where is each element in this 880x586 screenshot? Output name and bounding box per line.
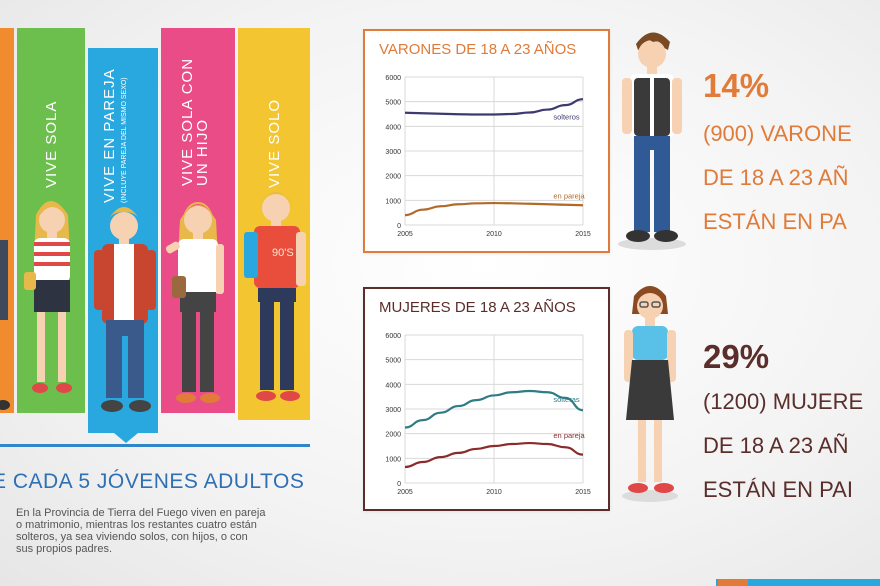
x-tick-label: 2010 bbox=[486, 489, 502, 496]
y-tick-label: 6000 bbox=[385, 333, 401, 340]
series-label: solteros bbox=[553, 113, 580, 122]
pareja-pointer bbox=[114, 433, 138, 443]
divider-line bbox=[0, 444, 310, 447]
series-line bbox=[404, 441, 584, 469]
y-tick-label: 5000 bbox=[385, 100, 401, 107]
y-tick-label: 5000 bbox=[385, 358, 401, 365]
x-tick-label: 2015 bbox=[575, 231, 591, 238]
y-tick-label: 0 bbox=[397, 223, 401, 230]
men-line-2: DE 18 A 23 AÑ bbox=[703, 165, 849, 190]
body-text: En la Provincia de Tierra del Fuego vive… bbox=[16, 507, 266, 555]
series-line bbox=[404, 201, 584, 217]
bar-label: VIVE SOLA CON UN HIJO bbox=[179, 57, 211, 186]
men-percent: 14% bbox=[703, 67, 770, 104]
y-tick-label: 2000 bbox=[385, 432, 401, 439]
bottom-badge bbox=[716, 579, 880, 586]
man-figure bbox=[618, 32, 686, 250]
people-illustration: 90'S bbox=[0, 192, 306, 412]
bar-label: VIVE SOLO bbox=[266, 98, 283, 188]
series-label: en pareja bbox=[553, 431, 585, 440]
x-tick-label: 2015 bbox=[575, 489, 591, 496]
women-description: (1200) MUJERE DE 18 A 23 AÑ ESTÁN EN PAI bbox=[703, 380, 863, 512]
person-vive-sola bbox=[24, 201, 72, 393]
person-vive-sola-con-un-hijo bbox=[165, 202, 224, 403]
series-line bbox=[404, 389, 584, 429]
y-tick-label: 1000 bbox=[385, 198, 401, 205]
chart-title: VARONES DE 18 A 23 AÑOS bbox=[379, 41, 577, 58]
person-vive-en-pareja bbox=[94, 207, 156, 412]
bar-label: VIVE SOLA bbox=[43, 100, 60, 188]
men-description: (900) VARONE DE 18 A 23 AÑ ESTÁN EN PA bbox=[703, 112, 852, 244]
y-tick-label: 0 bbox=[397, 481, 401, 488]
headline: E CADA 5 JÓVENES ADULTOS bbox=[0, 470, 305, 493]
men-line-3: ESTÁN EN PA bbox=[703, 209, 847, 234]
bottom-badge-accent bbox=[718, 579, 748, 586]
chart-panel-mujeres: MUJERES DE 18 A 23 AÑOS 0 1000 2000 3000 400… bbox=[363, 287, 610, 511]
chart-varones: 0 1000 2000 3000 4000 5000 6000 2005 2010 2015 sol… bbox=[385, 75, 591, 238]
y-tick-label: 3000 bbox=[385, 149, 401, 156]
series-label: en pareja bbox=[553, 191, 585, 200]
chart-panel-varones: VARONES DE 18 A 23 AÑOS 0 1000 2000 3000 400… bbox=[363, 29, 610, 253]
y-tick-label: 3000 bbox=[385, 407, 401, 414]
tshirt-text: 90'S bbox=[272, 247, 294, 259]
chart-mujeres: 0 1000 2000 3000 4000 5000 6000 2005 2010 2015 sol… bbox=[385, 333, 591, 496]
y-tick-label: 1000 bbox=[385, 456, 401, 463]
women-line-3: ESTÁN EN PAI bbox=[703, 477, 853, 502]
x-tick-label: 2010 bbox=[486, 231, 502, 238]
person-vive-solo: 90'S bbox=[244, 192, 306, 401]
women-line-1: (1200) MUJERE bbox=[703, 389, 864, 414]
y-tick-label: 4000 bbox=[385, 382, 401, 389]
x-tick-label: 2005 bbox=[397, 489, 413, 496]
x-tick-label: 2005 bbox=[397, 231, 413, 238]
y-tick-label: 4000 bbox=[385, 124, 401, 131]
series-label: solteras bbox=[553, 395, 580, 404]
y-tick-label: 6000 bbox=[385, 75, 401, 82]
chart-title: MUJERES DE 18 A 23 AÑOS bbox=[379, 299, 576, 316]
woman-figure bbox=[622, 286, 678, 502]
women-percent: 29% bbox=[703, 338, 770, 375]
women-line-2: DE 18 A 23 AÑ bbox=[703, 433, 849, 458]
series-line bbox=[404, 98, 584, 116]
men-line-1: (900) VARONE bbox=[703, 121, 852, 146]
y-tick-label: 2000 bbox=[385, 174, 401, 181]
